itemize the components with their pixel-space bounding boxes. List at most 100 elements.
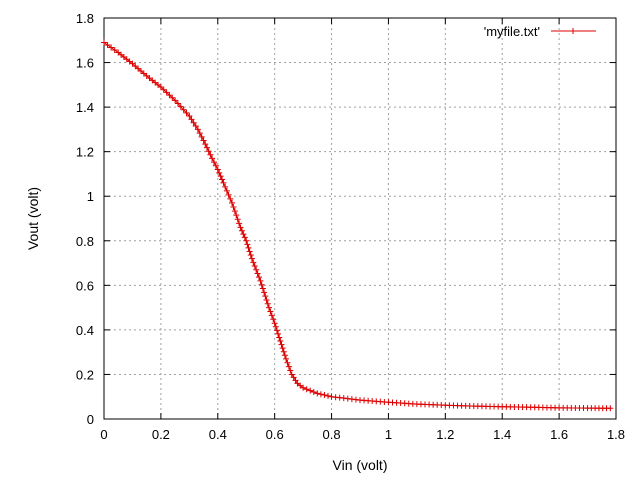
data-point-marker: [275, 330, 282, 337]
data-point-marker: [287, 367, 294, 374]
data-point-marker: [272, 323, 279, 330]
data-point-marker: [200, 137, 207, 144]
data-point-marker: [203, 144, 210, 151]
data-point-marker: [174, 100, 181, 107]
data-point-marker: [233, 212, 240, 219]
y-tick-label: 0.4: [76, 323, 94, 338]
data-point-marker: [325, 392, 331, 399]
data-point-marker: [104, 42, 111, 49]
data-point-marker: [258, 281, 265, 288]
data-point-marker: [267, 308, 274, 315]
x-tick-label: 1.6: [550, 427, 568, 442]
data-point-marker: [263, 296, 270, 303]
data-point-marker: [207, 151, 214, 158]
data-point-marker: [222, 183, 229, 190]
data-point-marker: [166, 92, 173, 99]
data-point-marker: [278, 341, 285, 348]
data-point-marker: [214, 166, 221, 173]
data-point-marker: [277, 338, 284, 345]
y-axis-title: Vout (volt): [25, 187, 41, 250]
data-point-marker: [160, 86, 167, 93]
data-point-marker: [210, 159, 217, 166]
data-point-marker: [194, 126, 201, 133]
data-point-marker: [236, 220, 243, 227]
grid: [104, 18, 616, 419]
data-point-marker: [205, 148, 212, 155]
y-tick-label: 1: [87, 189, 94, 204]
y-tick-label: 0.2: [76, 367, 94, 382]
data-point-marker: [163, 89, 170, 96]
data-point-marker: [240, 231, 247, 238]
data-point-marker: [607, 405, 614, 412]
x-tick-label: 0.4: [209, 427, 227, 442]
series-line: [103, 42, 611, 409]
data-point-marker: [237, 224, 244, 231]
legend: 'myfile.txt': [484, 24, 596, 39]
data-point-marker: [177, 103, 184, 110]
data-point-marker: [250, 259, 257, 266]
data-point-marker: [279, 345, 286, 352]
data-point-marker: [268, 312, 275, 319]
data-point-marker: [220, 179, 227, 186]
y-tick-label: 1.2: [76, 145, 94, 160]
data-point-marker: [229, 199, 235, 206]
x-tick-labels: 0 0.2 0.4 0.6 0.8 1 1.2 1.4 1.6 1.8: [100, 427, 625, 442]
y-tick-labels: 0 0.2 0.4 0.6 0.8 1 1.2 1.4 1.6 1.8: [76, 11, 94, 427]
data-point-marker: [216, 169, 223, 176]
data-point-marker: [172, 97, 179, 104]
plot-area-border: [103, 17, 617, 420]
data-point-marker: [285, 363, 292, 370]
x-tick-label: 1.4: [493, 427, 511, 442]
data-point-marker: [283, 355, 290, 362]
data-point-marker: [253, 266, 260, 273]
x-tick-label: 0: [100, 427, 107, 442]
data-point-marker: [257, 277, 264, 284]
data-point-marker: [273, 327, 280, 334]
x-tick-label: 1.2: [436, 427, 454, 442]
legend-marker: [570, 28, 576, 34]
data-point-marker: [280, 348, 287, 355]
data-point-marker: [254, 270, 261, 277]
data-point-marker: [284, 359, 291, 366]
data-point-marker: [247, 252, 254, 259]
data-point-marker: [192, 123, 199, 130]
data-point-marker: [180, 106, 187, 113]
data-point-marker: [157, 84, 164, 91]
data-point-marker: [225, 191, 232, 198]
data-point-marker: [209, 155, 216, 162]
x-tick-label: 0.2: [152, 427, 170, 442]
data-point-marker: [271, 320, 278, 327]
data-point-marker: [307, 387, 314, 394]
data-point-marker: [230, 203, 237, 210]
data-point-marker: [231, 208, 238, 215]
data-point-marker: [262, 293, 269, 300]
data-point-marker: [281, 352, 288, 359]
data-point-marker: [183, 109, 190, 116]
y-tick-label: 0: [87, 412, 94, 427]
y-tick-label: 1.4: [76, 100, 94, 115]
data-point-marker: [188, 116, 195, 123]
data-point-marker: [186, 113, 193, 120]
data-point-marker: [300, 384, 307, 391]
data-point-marker: [303, 386, 310, 393]
data-point-marker: [101, 39, 107, 46]
data-point-marker: [190, 119, 197, 126]
data-point-marker: [169, 94, 176, 101]
data-point-marker: [270, 316, 277, 323]
data-point-marker: [196, 130, 203, 137]
axis-ticks: [103, 17, 617, 420]
legend-plus-marker: [570, 28, 576, 34]
data-point-marker: [243, 237, 250, 244]
data-point-marker: [265, 304, 272, 311]
data-point-marker: [314, 390, 321, 397]
data-point-marker: [217, 173, 224, 180]
legend-label: 'myfile.txt': [484, 24, 540, 39]
data-point-marker: [227, 195, 234, 202]
data-point-marker: [317, 391, 324, 398]
data-point-marker: [108, 44, 115, 51]
data-point-marker: [198, 133, 205, 140]
data-point-marker: [251, 263, 258, 270]
y-tick-label: 1.6: [76, 56, 94, 71]
data-point-marker: [219, 176, 226, 183]
